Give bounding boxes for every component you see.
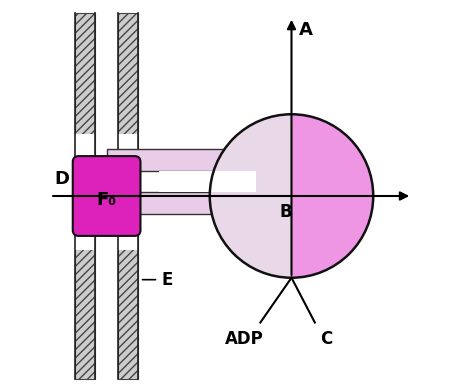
Text: C: C [320,330,333,348]
Bar [75,13,95,379]
FancyBboxPatch shape [73,156,140,236]
Bar [107,149,256,171]
Bar [118,13,138,379]
Text: ADP: ADP [226,330,264,348]
Bar [159,171,256,192]
Bar [75,134,95,250]
Text: E: E [143,271,173,289]
Text: F₀: F₀ [97,191,117,209]
Bar [107,192,256,214]
Text: B: B [280,203,292,221]
Bar [118,134,138,250]
Text: A: A [299,21,313,39]
Wedge shape [210,114,292,278]
Text: D: D [54,170,69,188]
Wedge shape [292,114,373,278]
